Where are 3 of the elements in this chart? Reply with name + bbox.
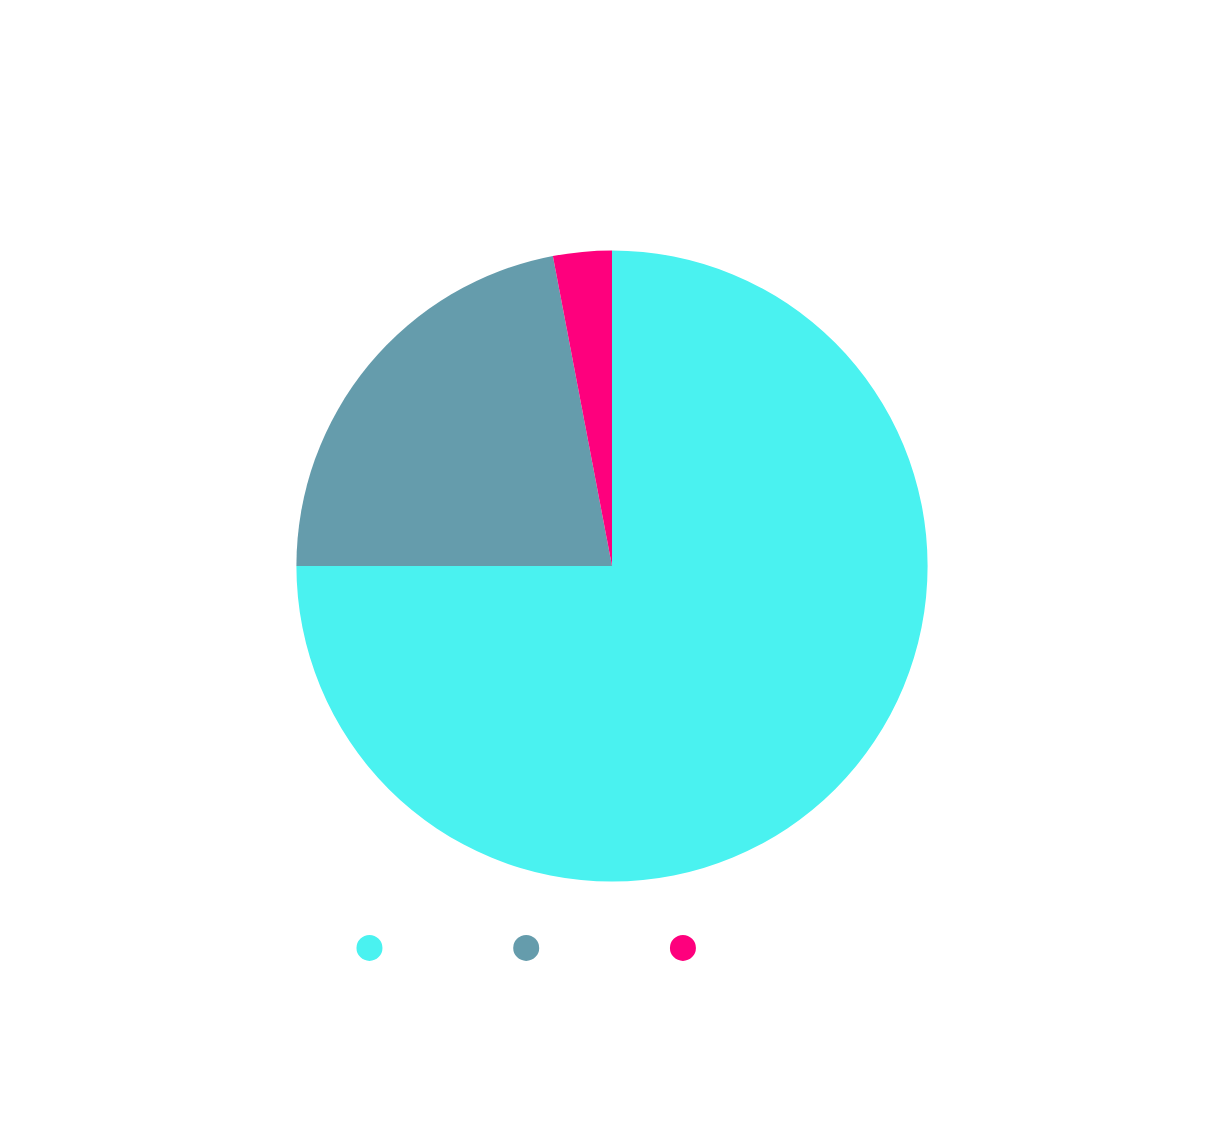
pie-slice <box>552 250 612 566</box>
pie-slice <box>296 250 928 882</box>
pie-slice <box>296 255 612 566</box>
